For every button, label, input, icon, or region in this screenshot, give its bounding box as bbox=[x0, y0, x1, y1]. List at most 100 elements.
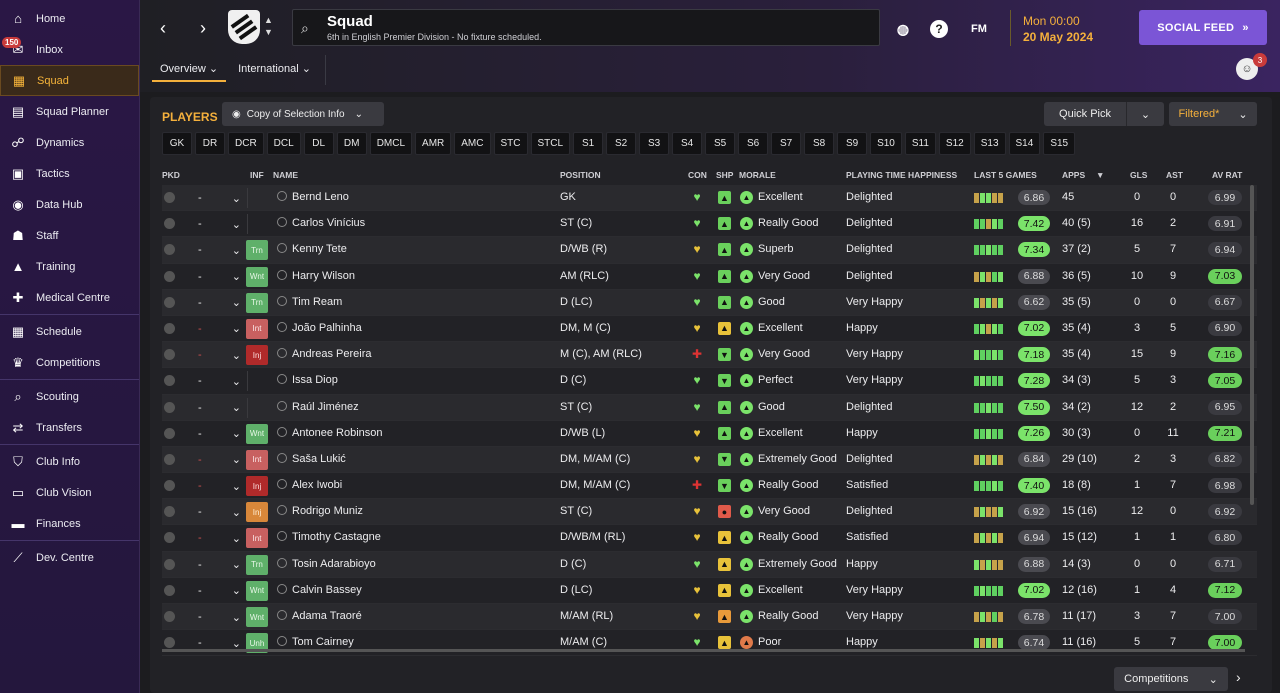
col-ast[interactable]: AST bbox=[1166, 170, 1183, 180]
col-avrat[interactable]: AV RAT bbox=[1212, 170, 1243, 180]
position-filter-s10[interactable]: S10 bbox=[870, 132, 902, 155]
table-row[interactable]: - ⌄ Raúl Jiménez ST (C) ♥ ▲ ▲ Good Delighted 7.50… bbox=[162, 394, 1257, 421]
info-badge[interactable]: Wnt bbox=[246, 607, 268, 627]
selection-dropdown[interactable]: - ⌄ bbox=[182, 397, 248, 418]
pick-toggle[interactable] bbox=[164, 218, 175, 230]
vertical-scrollbar[interactable] bbox=[1250, 185, 1254, 505]
player-name[interactable]: Adama Traoré bbox=[292, 610, 362, 622]
position-filter-dr[interactable]: DR bbox=[195, 132, 225, 155]
pick-toggle[interactable] bbox=[164, 401, 175, 413]
position-filter-s15[interactable]: S15 bbox=[1043, 132, 1076, 155]
sidebar-item-staff[interactable]: ☗ Staff bbox=[0, 220, 139, 251]
pick-toggle[interactable] bbox=[164, 480, 175, 492]
position-filter-dl[interactable]: DL bbox=[303, 132, 334, 155]
position-filter-dcl[interactable]: DCL bbox=[266, 132, 301, 155]
player-name[interactable]: Tim Ream bbox=[292, 295, 343, 308]
player-name[interactable]: Rodrigo Muniz bbox=[292, 505, 363, 518]
player-name[interactable]: Bernd Leno bbox=[292, 191, 349, 203]
sidebar-item-club-info[interactable]: ⛉ Club Info bbox=[0, 446, 139, 477]
selection-dropdown[interactable]: - ⌄ bbox=[182, 318, 248, 339]
table-row[interactable]: - ⌄ Wnt Calvin Bassey D (LC) ♥ ▲ ▲ Excellent Very… bbox=[162, 578, 1257, 604]
sidebar-item-squad-planner[interactable]: ▤ Squad Planner bbox=[0, 96, 139, 127]
position-filter-s7[interactable]: S7 bbox=[771, 132, 802, 155]
position-filter-s13[interactable]: S13 bbox=[973, 132, 1006, 155]
col-last5[interactable]: LAST 5 GAMES bbox=[974, 170, 1037, 180]
col-gls[interactable]: GLS bbox=[1130, 170, 1148, 180]
position-filter-s4[interactable]: S4 bbox=[672, 132, 703, 155]
info-badge[interactable]: Int bbox=[246, 318, 268, 339]
table-row[interactable]: - ⌄ Wnt Antonee Robinson D/WB (L) ♥ ▲ ▲ Excellen… bbox=[162, 421, 1257, 447]
pick-toggle[interactable] bbox=[164, 532, 175, 544]
sidebar-item-schedule[interactable]: ▦ Schedule bbox=[0, 316, 139, 347]
info-badge[interactable]: Wnt bbox=[246, 423, 268, 444]
position-filter-s14[interactable]: S14 bbox=[1008, 132, 1041, 155]
position-filter-s6[interactable]: S6 bbox=[738, 132, 769, 155]
chevron-right-icon[interactable]: › bbox=[1236, 669, 1241, 685]
position-filter-dm[interactable]: DM bbox=[336, 132, 367, 155]
position-filter-s8[interactable]: S8 bbox=[804, 132, 835, 155]
pick-toggle[interactable] bbox=[164, 192, 175, 203]
selection-dropdown[interactable]: - ⌄ bbox=[182, 528, 248, 549]
selection-dropdown[interactable]: - ⌄ bbox=[182, 214, 248, 235]
selection-dropdown[interactable]: - ⌄ bbox=[182, 502, 248, 523]
sidebar-item-inbox[interactable]: ✉ Inbox 150 bbox=[0, 34, 139, 65]
info-badge[interactable]: Inj bbox=[246, 502, 268, 523]
position-filter-s5[interactable]: S5 bbox=[705, 132, 736, 155]
pick-toggle[interactable] bbox=[164, 637, 175, 649]
info-badge[interactable]: Trn bbox=[246, 292, 268, 313]
table-row[interactable]: - ⌄ Bernd Leno GK ♥ ▲ ▲ Excellent Delighted 6.86 4… bbox=[162, 185, 1257, 212]
position-filter-amc[interactable]: AMC bbox=[454, 132, 491, 155]
sidebar-item-data-hub[interactable]: ◉ Data Hub bbox=[0, 189, 139, 220]
pick-toggle[interactable] bbox=[164, 427, 175, 439]
player-name[interactable]: Antonee Robinson bbox=[292, 426, 383, 439]
table-row[interactable]: - ⌄ Int João Palhinha DM, M (C) ♥ ▲ ▲ Excellent H… bbox=[162, 316, 1257, 343]
horizontal-scrollbar[interactable] bbox=[162, 649, 1245, 652]
col-con[interactable]: CON bbox=[688, 170, 707, 180]
position-filter-s2[interactable]: S2 bbox=[606, 132, 637, 155]
filter-button[interactable]: Filtered* ⌄ bbox=[1169, 102, 1257, 126]
sidebar-item-finances[interactable]: ▬ Finances bbox=[0, 508, 139, 539]
sidebar-item-club-vision[interactable]: ▭ Club Vision bbox=[0, 477, 139, 508]
sidebar-item-competitions[interactable]: ♛ Competitions bbox=[0, 347, 139, 378]
fm-menu-button[interactable]: FM bbox=[971, 23, 987, 35]
pick-toggle[interactable] bbox=[164, 270, 175, 282]
player-name[interactable]: Tom Cairney bbox=[292, 636, 354, 649]
player-name[interactable]: Tosin Adarabioyo bbox=[292, 557, 376, 570]
position-filter-stc[interactable]: STC bbox=[493, 132, 528, 155]
player-name[interactable]: Saša Lukić bbox=[292, 452, 346, 465]
pick-toggle[interactable] bbox=[164, 322, 175, 334]
position-filter-s11[interactable]: S11 bbox=[904, 132, 936, 155]
player-name[interactable]: Andreas Pereira bbox=[292, 348, 372, 361]
table-row[interactable]: - ⌄ Issa Diop D (C) ♥ ▼ ▲ Perfect Very Happy 7.28… bbox=[162, 368, 1257, 395]
player-name[interactable]: Raúl Jiménez bbox=[292, 400, 359, 413]
table-row[interactable]: - ⌄ Unh Tom Cairney M/AM (C) ♥ ▲ ▲ Poor Happy 6.74… bbox=[162, 630, 1257, 657]
player-name[interactable]: Alex Iwobi bbox=[292, 479, 343, 492]
game-date[interactable]: Mon 00:00 20 May 2024 bbox=[1010, 10, 1120, 46]
pick-toggle[interactable] bbox=[164, 453, 175, 465]
pick-toggle[interactable] bbox=[164, 611, 175, 622]
pick-toggle[interactable] bbox=[164, 296, 175, 308]
position-filter-stcl[interactable]: STCL bbox=[530, 132, 571, 155]
position-filter-amr[interactable]: AMR bbox=[415, 132, 452, 155]
position-filter-s1[interactable]: S1 bbox=[573, 132, 604, 155]
player-name[interactable]: Kenny Tete bbox=[292, 243, 347, 256]
position-filter-s3[interactable]: S3 bbox=[639, 132, 670, 155]
pick-toggle[interactable] bbox=[164, 375, 175, 387]
pick-toggle[interactable] bbox=[164, 584, 175, 596]
forward-arrow-icon[interactable]: › bbox=[200, 17, 206, 38]
player-name[interactable]: Timothy Castagne bbox=[292, 531, 381, 544]
manager-avatar-icon[interactable]: ☺ bbox=[1236, 58, 1258, 80]
info-badge[interactable]: Trn bbox=[246, 554, 268, 575]
competitions-button[interactable]: Competitions ⌄ bbox=[1114, 667, 1228, 691]
table-row[interactable]: - ⌄ Trn Tosin Adarabioyo D (C) ♥ ▲ ▲ Extremely G… bbox=[162, 551, 1257, 578]
col-name[interactable]: NAME bbox=[273, 170, 299, 180]
sidebar-item-dynamics[interactable]: ☍ Dynamics bbox=[0, 127, 139, 158]
sidebar-item-home[interactable]: ⌂ Home bbox=[0, 3, 139, 34]
pick-toggle[interactable] bbox=[164, 349, 175, 361]
col-shp[interactable]: SHP bbox=[716, 170, 734, 180]
player-name[interactable]: Calvin Bassey bbox=[292, 583, 362, 596]
position-filter-gk[interactable]: GK bbox=[162, 132, 192, 155]
selection-dropdown[interactable]: - ⌄ bbox=[182, 188, 248, 208]
table-row[interactable]: - ⌄ Wnt Harry Wilson AM (RLC) ♥ ▲ ▲ Very Good Del… bbox=[162, 264, 1257, 290]
sidebar-item-tactics[interactable]: ▣ Tactics bbox=[0, 158, 139, 189]
